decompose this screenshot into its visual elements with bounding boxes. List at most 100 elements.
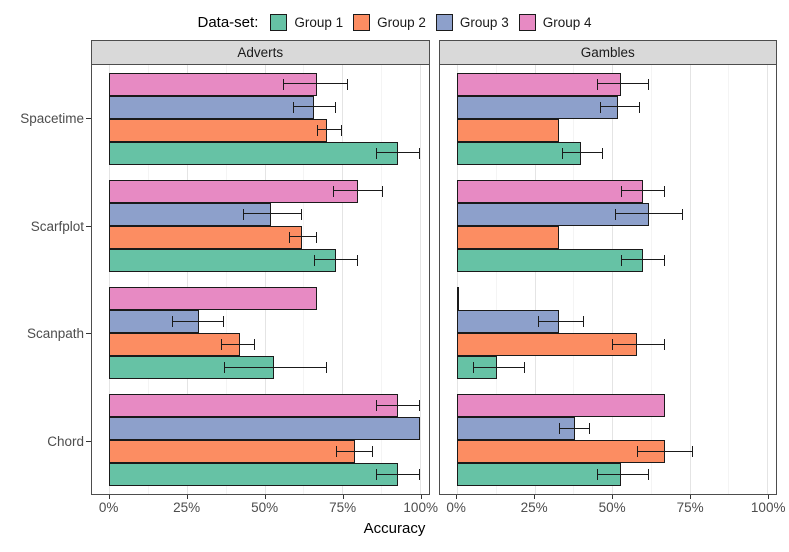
bar-row	[440, 179, 777, 203]
bar-group1	[109, 141, 399, 165]
x-tick-label: 25%	[173, 500, 201, 515]
bar-group1	[109, 248, 336, 272]
error-bar	[289, 231, 318, 243]
bar-group1	[456, 463, 622, 487]
bar-group-spacetime	[440, 65, 777, 172]
bar-row	[92, 248, 429, 272]
legend-label-group1: Group 1	[294, 14, 344, 30]
gridline-minor	[573, 65, 575, 494]
error-bar	[621, 185, 665, 197]
error-bar	[615, 208, 684, 220]
legend-swatch-group4	[518, 13, 536, 31]
bar-row	[440, 417, 777, 441]
x-tick-label: 100%	[403, 500, 438, 515]
bar-group-scarfplot	[440, 172, 777, 279]
bar-row	[440, 225, 777, 249]
legend-item-group3: Group 3	[435, 13, 509, 31]
gridline-major	[109, 65, 111, 494]
error-bar	[335, 446, 374, 458]
y-axis-label-spacetime: Spacetime	[20, 111, 84, 127]
facet-strip-gambles: Gambles	[438, 40, 777, 65]
legend-label-group3: Group 3	[459, 14, 509, 30]
bar-group1	[456, 356, 498, 380]
bar-group3	[456, 417, 575, 441]
x-tick-mark	[342, 495, 344, 499]
bar-group2	[109, 118, 327, 142]
facet-adverts: Adverts 0% 25% 50% 75% 100%	[91, 40, 438, 519]
legend-swatch-group1	[270, 13, 288, 31]
bar-group4	[456, 287, 459, 311]
gridline-major	[456, 65, 458, 494]
y-axis-labels: Spacetime Scarfplot Scanpath Chord	[0, 65, 91, 495]
x-tick-mark	[534, 495, 536, 499]
bar-row	[440, 141, 777, 165]
facet-gambles: Gambles 0% 25% 50% 75% 100%	[438, 40, 785, 519]
facet-strip-adverts: Adverts	[91, 40, 430, 65]
gridline-major	[187, 65, 189, 494]
bar-group4	[109, 179, 358, 203]
bar-group1	[109, 463, 399, 487]
legend-item-group2: Group 2	[353, 13, 426, 31]
x-tick-label: 25%	[520, 500, 548, 515]
bar-group3	[109, 95, 315, 119]
gridline-minor	[495, 65, 497, 494]
bar-group-chord	[440, 387, 777, 494]
facet-title-gambles: Gambles	[580, 45, 635, 60]
error-bar	[376, 147, 420, 159]
bar-row	[440, 394, 777, 418]
bar-group1	[456, 141, 582, 165]
legend-item-group4: Group 4	[518, 13, 591, 31]
y-axis-row-chord: Chord	[0, 388, 91, 496]
x-axis-gambles: 0% 25% 50% 75% 100%	[439, 495, 785, 519]
bar-group3	[456, 310, 560, 334]
bar-group3	[456, 95, 619, 119]
x-tick-label: 50%	[251, 500, 279, 515]
x-tick-label: 75%	[329, 500, 357, 515]
gridline-major	[689, 65, 691, 494]
error-bar	[224, 362, 327, 374]
bar-row	[440, 248, 777, 272]
bar-group1	[109, 356, 274, 380]
legend-swatch-group3	[435, 13, 453, 31]
bar-group4	[456, 394, 665, 418]
gridline-major	[767, 65, 769, 494]
panel-gambles	[438, 65, 777, 495]
y-axis-tick	[86, 118, 91, 120]
bar-group2	[109, 440, 355, 464]
bar-row	[92, 202, 429, 226]
error-bar	[596, 78, 650, 90]
gridline-minor	[225, 65, 227, 494]
x-tick-mark	[768, 495, 770, 499]
bar-row	[92, 333, 429, 357]
y-axis-label-scanpath: Scanpath	[26, 326, 84, 342]
y-axis-label-chord: Chord	[47, 433, 84, 449]
y-axis-row-spacetime: Spacetime	[0, 65, 91, 173]
bar-group3	[456, 202, 650, 226]
gridline-minor	[148, 65, 150, 494]
error-bar	[612, 339, 665, 351]
error-bar	[332, 185, 383, 197]
bar-group2	[456, 333, 637, 357]
bar-group4	[109, 72, 318, 96]
bar-row	[440, 440, 777, 464]
legend-swatch-group2	[353, 13, 371, 31]
bar-group2	[109, 333, 240, 357]
error-bar	[537, 316, 585, 328]
bar-group4	[456, 72, 622, 96]
y-axis-tick	[86, 440, 91, 442]
gridline-minor	[650, 65, 652, 494]
panel-adverts	[91, 65, 430, 495]
x-tick-label: 75%	[676, 500, 704, 515]
bar-row	[92, 394, 429, 418]
y-axis-tick	[86, 225, 91, 227]
bar-row	[92, 225, 429, 249]
error-bar	[559, 423, 591, 435]
gridline-minor	[728, 65, 730, 494]
legend-title: Data-set:	[197, 13, 259, 31]
bar-group3	[109, 417, 420, 441]
gridline-major	[612, 65, 614, 494]
error-bar	[283, 78, 349, 90]
error-bar	[621, 254, 665, 266]
bar-group2	[109, 225, 302, 249]
